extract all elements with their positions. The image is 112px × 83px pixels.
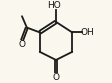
Text: O: O	[53, 73, 59, 82]
Text: O: O	[18, 41, 25, 49]
Text: HO: HO	[47, 1, 61, 10]
Text: OH: OH	[80, 28, 94, 37]
